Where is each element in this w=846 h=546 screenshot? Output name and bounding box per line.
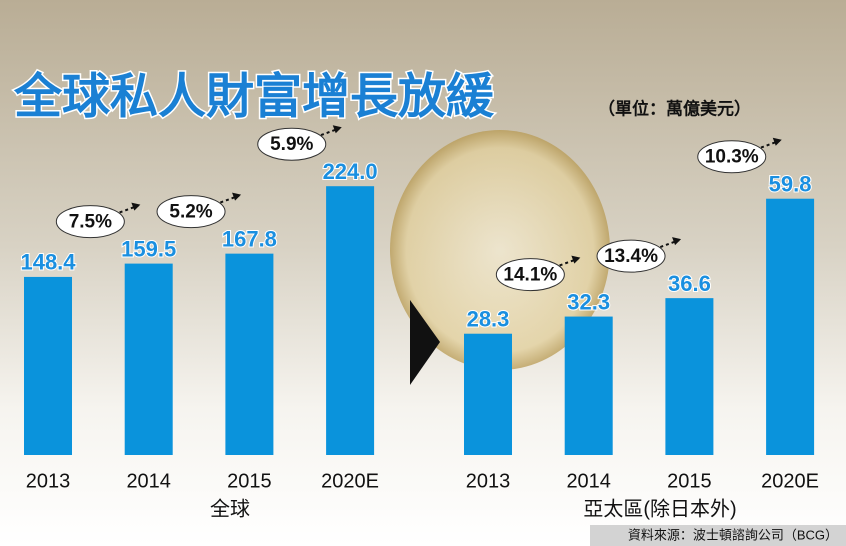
x-tick-label: 2020E <box>761 470 819 492</box>
arrow-head <box>571 255 581 264</box>
x-tick-label: 2020E <box>321 470 379 492</box>
value-label: 36.6 <box>668 271 711 296</box>
arrow-head <box>232 192 242 201</box>
bar <box>326 186 375 455</box>
growth-label: 7.5% <box>69 212 112 233</box>
growth-label: 14.1% <box>503 265 557 286</box>
arrow-head <box>772 137 782 146</box>
unit: （單位：萬億美元） <box>598 98 751 118</box>
x-tick-label: 2015 <box>667 470 712 492</box>
value-label: 167.8 <box>222 226 277 251</box>
arrow-head <box>672 237 682 246</box>
bar <box>665 298 714 455</box>
clock-decoration <box>390 130 610 370</box>
arrow-head <box>131 202 141 211</box>
x-tick-label: 2013 <box>466 470 511 492</box>
bar <box>766 198 815 455</box>
charts: 148.4 2013 159.5 2014 167.8 2015 224.0 2020E 全球 7… <box>19 125 819 520</box>
growth-bubble <box>55 205 125 239</box>
value-label: 224.0 <box>323 159 378 184</box>
growth-label: 5.2% <box>169 202 212 223</box>
bar <box>225 253 274 455</box>
source-bar <box>590 525 846 546</box>
growth-label: 5.9% <box>270 134 313 155</box>
divider-arrow <box>410 300 440 385</box>
bar <box>464 333 512 455</box>
x-axis-label: 亞太區(除日本外) <box>583 497 736 520</box>
value-label: 59.8 <box>769 172 812 197</box>
growth-bubble <box>257 127 327 161</box>
title: 全球私人財富增長放緩 <box>13 70 495 124</box>
value-label: 28.3 <box>467 307 510 332</box>
x-tick-label: 2015 <box>227 470 272 492</box>
growth-bubble <box>156 195 226 229</box>
source: 資料來源：波士頓諮詢公司（BCG） <box>628 527 838 542</box>
arrow-head <box>332 125 342 134</box>
growth-bubble <box>596 239 666 273</box>
bar <box>124 263 173 455</box>
x-axis-label: 全球 <box>210 497 250 520</box>
x-tick-label: 2014 <box>566 470 611 492</box>
growth-label: 13.4% <box>604 246 658 267</box>
x-tick-label: 2013 <box>26 470 71 492</box>
growth-bubble <box>495 258 565 292</box>
value-label: 159.5 <box>121 236 176 261</box>
value-label: 32.3 <box>567 289 610 314</box>
bar <box>24 276 72 455</box>
growth-label: 10.3% <box>705 147 759 168</box>
growth-bubble <box>697 140 767 174</box>
bar <box>564 316 613 455</box>
x-tick-label: 2014 <box>126 470 171 492</box>
value-label: 148.4 <box>20 250 76 275</box>
